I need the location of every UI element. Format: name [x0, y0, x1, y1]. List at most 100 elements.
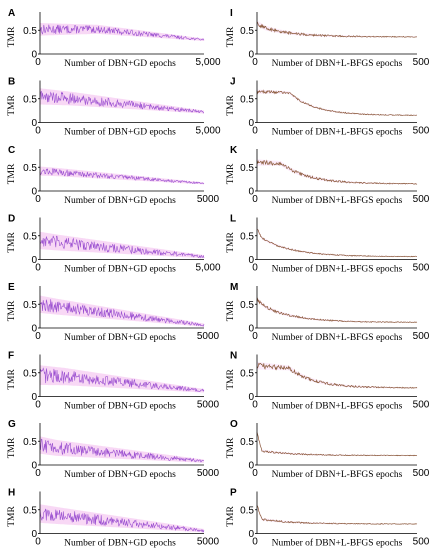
x-axis-label-k: Number of DBN+L-BFGS epochs — [272, 195, 403, 206]
x-axis-label-d: Number of DBN+GD epochs — [64, 264, 176, 275]
panel-label-p: P — [230, 488, 237, 499]
x-tick-label-g-0: 0 — [35, 468, 41, 479]
panel-label-e: E — [8, 282, 15, 293]
y-axis-label-i: TMR — [226, 26, 236, 47]
y-axis-label-b: TMR — [7, 95, 17, 116]
x-tick-label-e-1: 5000 — [197, 331, 220, 342]
series-line-l — [256, 229, 418, 258]
y-axis-label-k: TMR — [226, 163, 236, 184]
panel-label-c: C — [8, 145, 15, 156]
panel-i: I 0.5 0 TMR 0 500 Number of DBN+L-BFGS epochs — [226, 8, 430, 69]
x-tick-label-j-1: 500 — [413, 126, 430, 137]
series-line-p — [256, 505, 418, 525]
y-tick-label-o-1: 0 — [248, 461, 254, 472]
x-tick-label-i-1: 500 — [413, 57, 430, 68]
y-axis-label-d: TMR — [7, 232, 17, 253]
x-axis-label-j: Number of DBN+L-BFGS epochs — [272, 127, 403, 138]
x-axis-label-p: Number of DBN+L-BFGS epochs — [272, 538, 403, 549]
x-tick-label-n-0: 0 — [252, 400, 258, 411]
x-axis-label-o: Number of DBN+L-BFGS epochs — [272, 469, 403, 480]
y-axis-label-c: TMR — [7, 163, 17, 184]
panel-label-a: A — [8, 8, 15, 19]
x-tick-label-m-1: 500 — [413, 331, 430, 342]
y-axis-label-j: TMR — [226, 95, 236, 116]
y-axis-label-n: TMR — [226, 369, 236, 390]
x-tick-label-g-1: 5000 — [197, 468, 220, 479]
x-tick-label-d-1: 5,000 — [195, 263, 220, 274]
x-tick-label-c-1: 5000 — [197, 194, 220, 205]
x-axis-label-f: Number of DBN+GD epochs — [64, 401, 176, 412]
y-tick-label-e-0: 0.5 — [23, 300, 37, 311]
panel-l: L 0.5 0 TMR 0 500 Number of DBN+L-BFGS epochs — [226, 214, 430, 275]
series-line-i — [256, 21, 418, 38]
y-tick-label-j-1: 0 — [248, 118, 254, 129]
y-axis-label-a: TMR — [7, 26, 17, 47]
x-tick-label-h-1: 5000 — [197, 537, 220, 548]
panel-a: A 0.5 0 TMR 0 5,000 Number of DBN+GD epochs — [7, 8, 221, 69]
y-tick-label-n-0: 0.5 — [240, 368, 254, 379]
y-tick-label-c-0: 0.5 — [23, 163, 37, 174]
y-tick-label-a-0: 0.5 — [23, 26, 37, 37]
panel-label-h: H — [8, 488, 15, 499]
variance-band-o — [257, 430, 417, 456]
panel-label-m: M — [230, 282, 238, 293]
x-tick-label-p-0: 0 — [252, 537, 258, 548]
panel-f: F 0.5 0 TMR 0 5000 Number of DBN+GD epochs — [7, 351, 220, 412]
x-tick-label-n-1: 500 — [413, 400, 430, 411]
x-tick-label-e-0: 0 — [35, 331, 41, 342]
x-tick-label-c-0: 0 — [35, 194, 41, 205]
x-tick-label-d-0: 0 — [35, 263, 41, 274]
series-line-k — [256, 159, 418, 185]
y-axis-label-o: TMR — [226, 437, 236, 458]
series-line-f — [39, 367, 205, 393]
y-tick-label-l-0: 0.5 — [240, 231, 254, 242]
y-tick-label-g-1: 0 — [31, 461, 37, 472]
panel-label-k: K — [230, 145, 238, 156]
series-line-j — [256, 89, 418, 116]
y-tick-label-h-0: 0.5 — [23, 505, 37, 516]
y-tick-label-d-1: 0 — [31, 255, 37, 266]
x-tick-label-l-0: 0 — [252, 263, 258, 274]
y-tick-label-p-1: 0 — [248, 529, 254, 540]
panel-j: J 0.5 0 TMR 0 500 Number of DBN+L-BFGS epochs — [226, 77, 430, 138]
x-tick-label-f-1: 5000 — [197, 400, 220, 411]
panel-label-g: G — [8, 419, 16, 430]
y-axis-label-g: TMR — [7, 437, 17, 458]
y-tick-label-b-0: 0.5 — [23, 94, 37, 105]
variance-band-f — [40, 365, 204, 393]
series-line-h — [39, 508, 205, 533]
series-line-e — [39, 299, 205, 327]
x-axis-label-l: Number of DBN+L-BFGS epochs — [272, 264, 403, 275]
x-axis-label-n: Number of DBN+L-BFGS epochs — [272, 401, 403, 412]
variance-band-h — [40, 504, 204, 533]
x-tick-label-f-0: 0 — [35, 400, 41, 411]
y-tick-label-m-0: 0.5 — [240, 300, 254, 311]
x-tick-label-o-1: 500 — [413, 468, 430, 479]
variance-band-m — [257, 297, 417, 323]
panel-label-n: N — [230, 351, 237, 362]
y-tick-label-h-1: 0 — [31, 529, 37, 540]
x-tick-label-b-1: 5,000 — [195, 126, 220, 137]
x-tick-label-h-0: 0 — [35, 537, 41, 548]
x-tick-label-b-0: 0 — [35, 126, 41, 137]
panel-d: D 0.5 0 TMR 0 5,000 Number of DBN+GD epochs — [7, 214, 221, 275]
series-line-c — [39, 168, 205, 185]
x-tick-label-p-1: 500 — [413, 537, 430, 548]
y-tick-label-o-0: 0.5 — [240, 437, 254, 448]
x-tick-label-a-1: 5,000 — [195, 57, 220, 68]
series-line-g — [39, 438, 205, 463]
series-line-o — [256, 432, 418, 457]
panel-label-i: I — [230, 8, 233, 19]
x-tick-label-k-1: 500 — [413, 194, 430, 205]
variance-band-b — [40, 88, 204, 114]
x-axis-label-h: Number of DBN+GD epochs — [64, 538, 176, 549]
variance-band-l — [257, 227, 417, 257]
panel-m: M0.5 0 TMR 0 500 Number of DBN+L-BFGS epochs — [226, 282, 430, 343]
panel-b: B 0.5 0 TMR 0 5,000 Number of DBN+GD epochs — [7, 77, 221, 138]
x-axis-label-a: Number of DBN+GD epochs — [64, 58, 176, 69]
x-axis-label-m: Number of DBN+L-BFGS epochs — [272, 332, 403, 343]
panel-n: N0.5 0 TMR 0 500 Number of DBN+L-BFGS epochs — [226, 351, 430, 412]
y-axis-label-f: TMR — [7, 369, 17, 390]
panel-k: K0.5 0 TMR 0 500 Number of DBN+L-BFGS epochs — [226, 145, 430, 206]
x-tick-label-j-0: 0 — [252, 126, 258, 137]
